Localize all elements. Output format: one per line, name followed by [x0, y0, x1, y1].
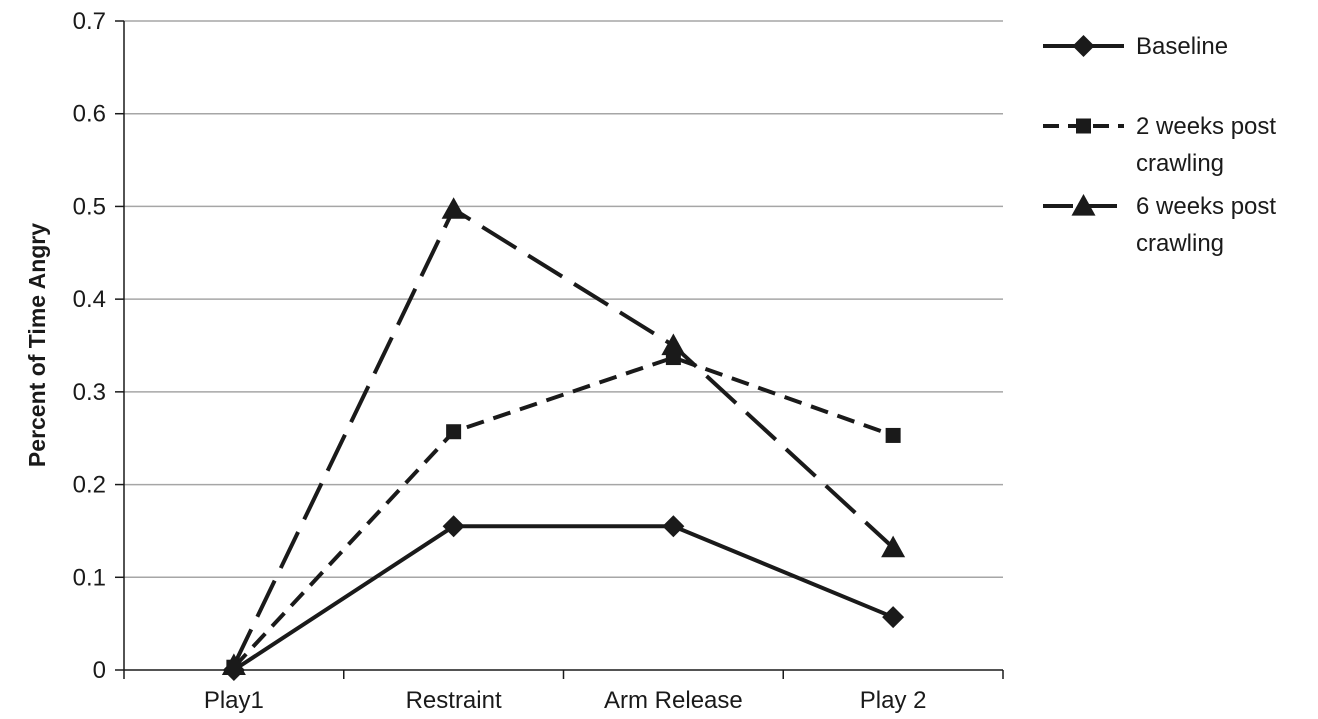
series-diamond [222, 515, 905, 681]
square-marker [446, 424, 462, 440]
x-tick-label: Restraint [406, 687, 502, 714]
x-tick-labels: Play1 Restraint Arm Release Play 2 [204, 687, 927, 714]
legend-item: 2 weeks post crawling [1043, 113, 1276, 177]
x-tick-label: Play1 [204, 687, 264, 714]
y-tick-label: 0.3 [73, 379, 106, 406]
triangle-marker [221, 653, 246, 675]
gridlines [124, 20, 1003, 579]
series-triangle [221, 197, 906, 675]
series-square [226, 350, 901, 675]
legend-triangle-marker [1071, 194, 1096, 216]
axes [115, 20, 1004, 679]
legend-label: 2 weeks post [1136, 113, 1276, 140]
x-tick-label: Play 2 [860, 687, 927, 714]
legend-square-marker [1076, 118, 1091, 134]
y-tick-label: 0.1 [73, 564, 106, 591]
y-tick-label: 0.2 [73, 472, 106, 499]
legend-label: Baseline [1136, 33, 1228, 60]
series-line [232, 524, 894, 672]
triangle-marker [881, 535, 906, 558]
x-tick-label: Arm Release [604, 687, 743, 714]
legend-item: Baseline [1043, 33, 1228, 60]
legend-diamond-marker [1072, 35, 1095, 57]
diamond-marker [882, 606, 905, 629]
y-axis-label: Percent of Time Angry [24, 223, 50, 467]
legend-label: crawling [1136, 150, 1224, 177]
y-tick-label: 0.4 [73, 286, 106, 313]
legend-label: 6 weeks post [1136, 193, 1276, 220]
triangle-marker [441, 197, 466, 219]
legend-item: 6 weeks post crawling [1043, 193, 1276, 257]
legend-label: crawling [1136, 230, 1224, 257]
triangle-marker [661, 333, 686, 356]
y-tick-label: 0.7 [73, 8, 106, 35]
series-line [232, 355, 894, 669]
diamond-marker [442, 515, 465, 538]
diamond-marker [662, 515, 685, 538]
y-tick-labels: 0 0.1 0.2 0.3 0.4 0.5 0.6 0.7 [73, 8, 106, 684]
series-lines [221, 197, 906, 681]
square-marker [885, 427, 901, 443]
y-tick-label: 0.5 [73, 193, 106, 220]
series-line [232, 206, 895, 667]
y-tick-label: 0.6 [73, 101, 106, 128]
y-tick-label: 0 [93, 657, 106, 684]
